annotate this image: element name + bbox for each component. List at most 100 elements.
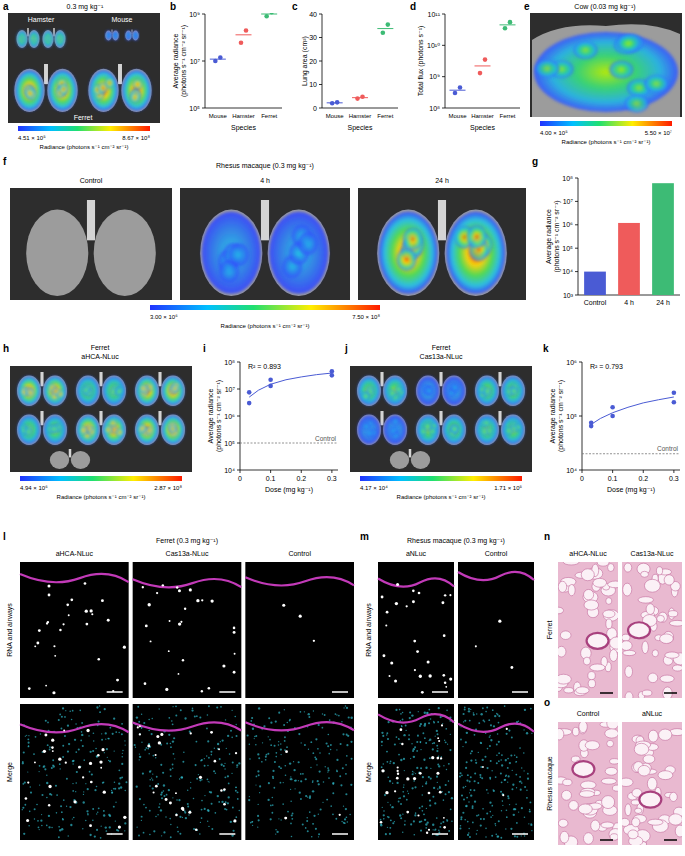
column-label: Cas13a-NLuc xyxy=(166,550,209,557)
signal-patch xyxy=(450,425,458,433)
nucleus xyxy=(485,836,487,838)
panel-title: Ferret xyxy=(432,344,451,351)
nucleus xyxy=(416,767,418,769)
nucleus xyxy=(413,756,415,758)
signal-patch xyxy=(104,426,112,434)
signal-patch xyxy=(128,35,130,38)
nucleus xyxy=(432,824,434,826)
point xyxy=(247,401,252,406)
nucleus xyxy=(99,705,100,706)
nucleus xyxy=(188,814,189,815)
nucleus xyxy=(227,735,229,737)
nucleus xyxy=(394,743,396,745)
nucleus xyxy=(160,809,162,811)
rna-signal xyxy=(437,737,439,739)
nucleus xyxy=(459,827,461,829)
lobe xyxy=(445,210,507,296)
rna-signal xyxy=(180,621,182,623)
panel-title: Cas13a-NLuc xyxy=(420,353,463,360)
alveolus xyxy=(623,650,636,655)
rna-signal xyxy=(436,757,439,760)
panel-title: Ferret xyxy=(91,344,110,351)
nucleus xyxy=(170,824,171,825)
column-label: Control xyxy=(485,550,508,557)
bar xyxy=(652,183,674,295)
rna-signal xyxy=(155,785,158,788)
nucleus xyxy=(92,808,94,810)
micrograph xyxy=(133,704,242,840)
nucleus xyxy=(81,734,83,736)
nucleus xyxy=(400,803,402,805)
nucleus xyxy=(404,770,405,771)
lung xyxy=(475,372,525,406)
nucleus xyxy=(236,764,238,766)
point xyxy=(453,91,458,96)
nucleus xyxy=(327,771,328,772)
x-tick-label: 0.1 xyxy=(608,475,618,482)
nucleus xyxy=(201,809,203,811)
nucleus xyxy=(441,756,442,757)
nucleus xyxy=(190,782,191,783)
nucleus xyxy=(119,777,121,779)
nucleus xyxy=(211,754,213,756)
rna-signal xyxy=(86,729,89,732)
alveolus xyxy=(641,571,649,577)
nucleus xyxy=(429,757,431,759)
airway xyxy=(378,578,454,586)
rna-signal xyxy=(107,619,110,622)
nucleus xyxy=(290,776,291,777)
nucleus xyxy=(37,820,39,822)
rna-signal xyxy=(440,757,442,759)
chart: g10³10⁴10⁵10⁶10⁷10⁸Average radiance(phot… xyxy=(532,156,680,306)
x-tick-label: Hamster xyxy=(232,113,255,119)
nucleus xyxy=(318,833,320,835)
nucleus xyxy=(149,810,151,812)
nucleus xyxy=(519,776,521,778)
rna-signal xyxy=(498,620,501,623)
nucleus xyxy=(172,723,174,725)
rna-signal xyxy=(147,745,150,748)
nucleus xyxy=(118,769,120,771)
nucleus xyxy=(414,814,416,816)
nucleus xyxy=(345,808,347,810)
nucleus xyxy=(326,799,328,801)
airway xyxy=(133,579,242,587)
signal-patch xyxy=(130,92,140,103)
lung xyxy=(135,372,185,406)
lobe xyxy=(14,69,44,112)
nucleus xyxy=(425,827,427,829)
nucleus xyxy=(159,708,160,709)
nucleus xyxy=(405,730,406,731)
rna-signal xyxy=(78,766,81,769)
nucleus xyxy=(382,735,384,737)
rna-signal xyxy=(145,624,148,627)
nucleus xyxy=(444,740,445,741)
panel-letter: g xyxy=(532,156,538,167)
x-tick xyxy=(582,470,583,473)
nucleus xyxy=(233,830,235,832)
nucleus xyxy=(381,745,382,746)
signal-patch xyxy=(139,384,147,392)
nucleus xyxy=(41,814,42,815)
nucleus xyxy=(184,812,186,814)
nucleus xyxy=(488,719,490,721)
nucleus xyxy=(474,800,476,802)
nucleus xyxy=(184,717,186,719)
nucleus xyxy=(403,784,404,785)
point xyxy=(458,85,463,90)
nucleus xyxy=(451,797,453,799)
nucleus xyxy=(424,819,426,821)
nucleus xyxy=(223,765,225,767)
nucleus xyxy=(403,734,405,736)
nucleus xyxy=(505,775,506,776)
rna-signal xyxy=(156,592,158,594)
nucleus xyxy=(282,803,284,805)
nucleus xyxy=(235,724,236,725)
nucleus xyxy=(402,832,404,834)
image-label: Control xyxy=(80,177,103,184)
nucleus xyxy=(430,768,431,769)
x-tick-label: Mouse xyxy=(209,113,228,119)
nucleus xyxy=(293,769,295,771)
nucleus xyxy=(476,713,477,714)
nucleus xyxy=(463,721,464,722)
